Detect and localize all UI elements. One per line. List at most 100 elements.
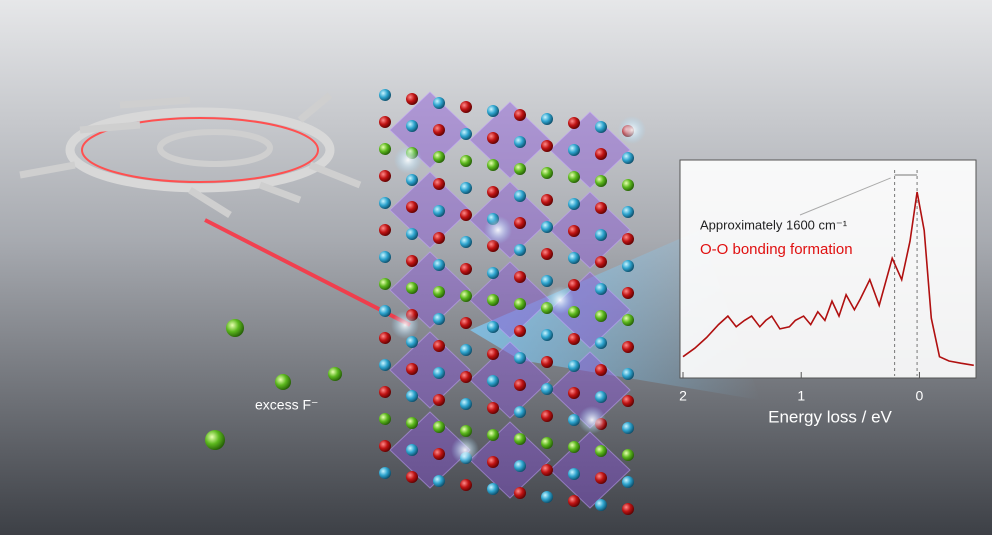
atom xyxy=(595,202,607,214)
atom xyxy=(433,97,445,109)
atom xyxy=(595,229,607,241)
atom xyxy=(433,286,445,298)
atom xyxy=(568,441,580,453)
atom xyxy=(460,398,472,410)
atom xyxy=(595,499,607,511)
octahedron xyxy=(469,101,551,179)
highlight-label: O-O bonding formation xyxy=(700,241,853,258)
atom xyxy=(568,495,580,507)
atom xyxy=(433,340,445,352)
glow xyxy=(451,436,479,464)
atom xyxy=(460,101,472,113)
atom xyxy=(541,383,553,395)
x-tick-label: 0 xyxy=(916,388,924,404)
atom xyxy=(487,429,499,441)
atom xyxy=(568,171,580,183)
atom xyxy=(379,386,391,398)
atom xyxy=(460,209,472,221)
atom xyxy=(622,260,634,272)
atom xyxy=(514,352,526,364)
atom xyxy=(568,387,580,399)
atom xyxy=(541,491,553,503)
atom xyxy=(433,448,445,460)
atom xyxy=(406,174,418,186)
atom xyxy=(595,391,607,403)
atom xyxy=(379,251,391,263)
atom xyxy=(568,117,580,129)
atom xyxy=(487,159,499,171)
atom xyxy=(406,417,418,429)
atom xyxy=(460,371,472,383)
atom xyxy=(460,344,472,356)
atom xyxy=(433,313,445,325)
atom xyxy=(379,440,391,452)
atom xyxy=(541,464,553,476)
atom xyxy=(514,379,526,391)
atom xyxy=(406,201,418,213)
atom xyxy=(433,259,445,271)
atom xyxy=(595,364,607,376)
glow xyxy=(394,146,422,174)
atom xyxy=(406,282,418,294)
inset-frame xyxy=(679,159,977,379)
atom xyxy=(541,329,553,341)
atom xyxy=(406,363,418,375)
atom xyxy=(406,444,418,456)
atom xyxy=(433,421,445,433)
atom xyxy=(487,348,499,360)
atom xyxy=(568,333,580,345)
atom xyxy=(406,93,418,105)
atom xyxy=(541,194,553,206)
atom xyxy=(379,89,391,101)
atom xyxy=(379,224,391,236)
atom xyxy=(406,120,418,132)
atom xyxy=(568,279,580,291)
atom xyxy=(622,422,634,434)
atom xyxy=(595,337,607,349)
glow xyxy=(618,116,646,144)
octahedron xyxy=(389,411,471,489)
atom xyxy=(514,271,526,283)
atom xyxy=(433,394,445,406)
atom xyxy=(595,175,607,187)
atom xyxy=(406,228,418,240)
annotation: Approximately 1600 cm⁻¹ xyxy=(700,217,848,232)
atom xyxy=(379,197,391,209)
atom xyxy=(460,263,472,275)
atom xyxy=(433,205,445,217)
atom xyxy=(514,298,526,310)
atom xyxy=(622,395,634,407)
atom xyxy=(406,471,418,483)
inset-chart: 2 1 0 Approximately 1600 cm⁻¹ O-O bonding fo… xyxy=(679,170,974,426)
atom xyxy=(541,113,553,125)
atom xyxy=(433,151,445,163)
atom xyxy=(595,310,607,322)
atom xyxy=(622,368,634,380)
atom xyxy=(460,425,472,437)
atom xyxy=(514,217,526,229)
atom xyxy=(487,456,499,468)
atom xyxy=(379,116,391,128)
atom xyxy=(379,359,391,371)
atom xyxy=(568,144,580,156)
atom xyxy=(541,248,553,260)
atom xyxy=(487,294,499,306)
pointer xyxy=(799,177,891,216)
atom xyxy=(541,221,553,233)
atom xyxy=(622,179,634,191)
x-tick-label: 2 xyxy=(679,388,687,404)
ion-label: excess F⁻ xyxy=(255,397,318,413)
atom xyxy=(541,410,553,422)
atom xyxy=(622,287,634,299)
atom xyxy=(541,167,553,179)
atom xyxy=(514,487,526,499)
atom xyxy=(379,305,391,317)
atom xyxy=(541,140,553,152)
atom xyxy=(487,132,499,144)
atom xyxy=(514,244,526,256)
atom xyxy=(514,136,526,148)
atom xyxy=(514,433,526,445)
atom xyxy=(460,236,472,248)
atom xyxy=(487,267,499,279)
